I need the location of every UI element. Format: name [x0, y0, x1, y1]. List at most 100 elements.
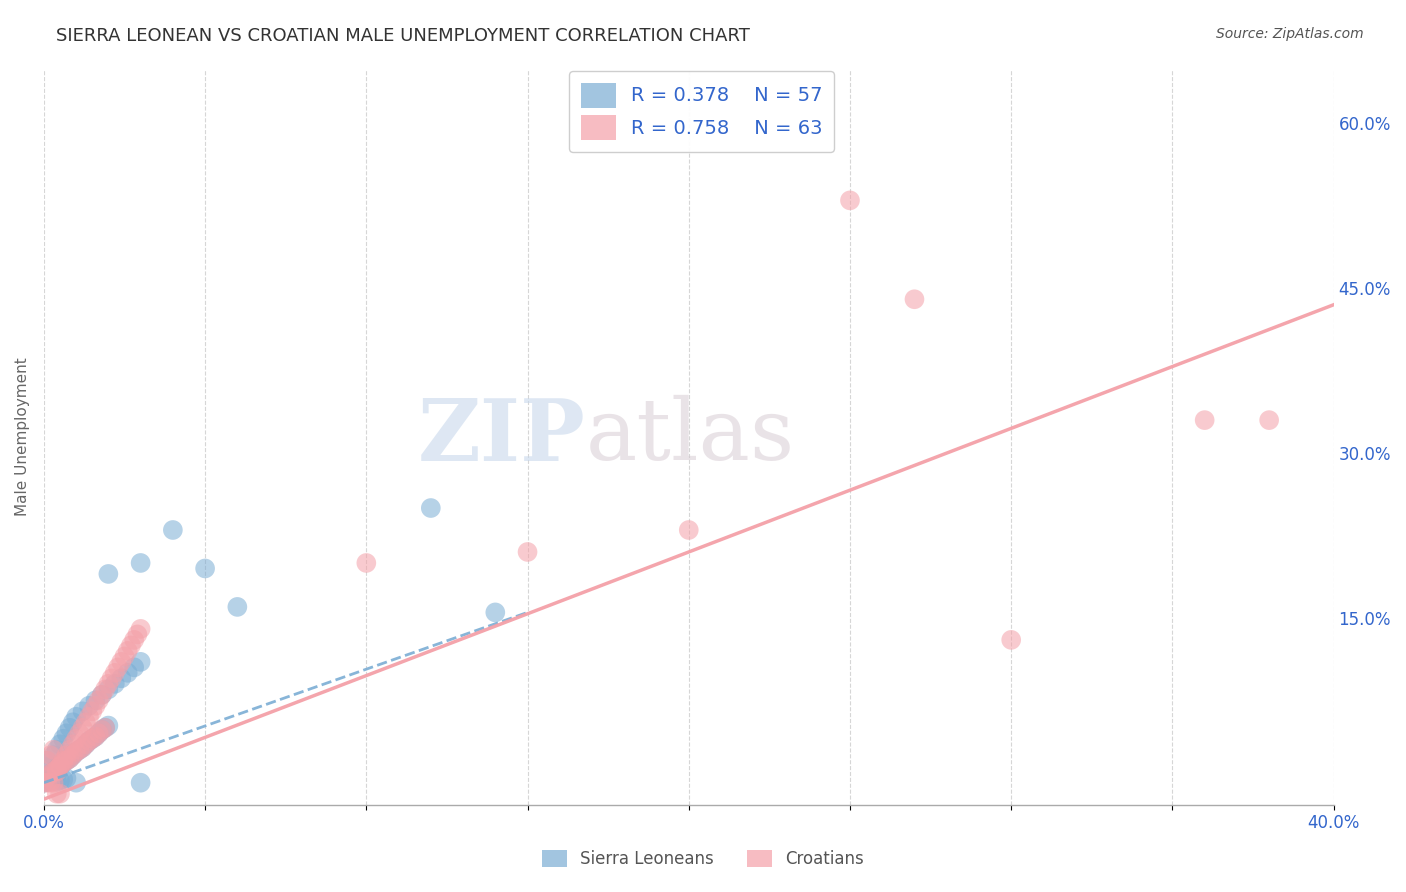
Point	[84, 730, 107, 744]
Point	[84, 693, 107, 707]
Point	[67, 743, 90, 757]
Point	[1000, 632, 1022, 647]
Point	[100, 671, 122, 685]
Point	[82, 731, 104, 746]
Point	[37, 770, 59, 784]
Point	[65, 775, 87, 789]
Point	[45, 763, 67, 777]
Point	[127, 627, 149, 641]
Point	[65, 731, 87, 746]
Point	[59, 751, 82, 765]
Point	[90, 688, 112, 702]
Point	[65, 745, 87, 759]
Point	[94, 721, 117, 735]
Point	[82, 731, 104, 746]
Point	[55, 772, 77, 786]
Point	[97, 677, 120, 691]
Point	[37, 754, 59, 768]
Point	[37, 774, 59, 789]
Point	[55, 726, 77, 740]
Point	[107, 660, 129, 674]
Point	[45, 774, 67, 789]
Point	[49, 737, 72, 751]
Point	[484, 606, 506, 620]
Point	[1258, 413, 1281, 427]
Legend: R = 0.378    N = 57, R = 0.758    N = 63: R = 0.378 N = 57, R = 0.758 N = 63	[569, 70, 834, 152]
Point	[122, 632, 145, 647]
Point	[94, 721, 117, 735]
Point	[87, 693, 110, 707]
Point	[104, 677, 127, 691]
Point	[97, 682, 120, 697]
Point	[110, 655, 132, 669]
Point	[72, 721, 94, 735]
Point	[194, 561, 217, 575]
Point	[65, 745, 87, 759]
Point	[52, 772, 75, 787]
Point	[39, 767, 62, 781]
Point	[90, 723, 112, 737]
Point	[52, 756, 75, 770]
Point	[75, 715, 97, 730]
Point	[129, 655, 152, 669]
Point	[77, 710, 100, 724]
Point	[62, 748, 84, 763]
Point	[104, 665, 127, 680]
Point	[90, 688, 112, 702]
Point	[114, 649, 136, 664]
Point	[72, 704, 94, 718]
Point	[42, 764, 65, 779]
Point	[37, 775, 59, 789]
Point	[226, 599, 249, 614]
Point	[97, 718, 120, 732]
Point	[356, 556, 378, 570]
Point	[516, 545, 538, 559]
Point	[49, 759, 72, 773]
Point	[49, 773, 72, 788]
Point	[75, 737, 97, 751]
Point	[42, 743, 65, 757]
Point	[45, 764, 67, 779]
Point	[39, 767, 62, 781]
Point	[59, 751, 82, 765]
Point	[49, 759, 72, 773]
Point	[59, 721, 82, 735]
Point	[72, 740, 94, 755]
Point	[75, 737, 97, 751]
Text: atlas: atlas	[585, 395, 794, 478]
Point	[37, 754, 59, 768]
Point	[82, 704, 104, 718]
Point	[419, 501, 441, 516]
Point	[77, 698, 100, 713]
Point	[129, 622, 152, 636]
Legend: Sierra Leoneans, Croatians: Sierra Leoneans, Croatians	[536, 843, 870, 875]
Text: SIERRA LEONEAN VS CROATIAN MALE UNEMPLOYMENT CORRELATION CHART: SIERRA LEONEAN VS CROATIAN MALE UNEMPLOY…	[56, 27, 751, 45]
Point	[84, 730, 107, 744]
Point	[55, 754, 77, 768]
Point	[49, 759, 72, 773]
Point	[42, 764, 65, 779]
Point	[52, 756, 75, 770]
Point	[39, 759, 62, 773]
Point	[42, 772, 65, 787]
Point	[72, 740, 94, 755]
Point	[45, 743, 67, 757]
Point	[42, 775, 65, 789]
Point	[162, 523, 184, 537]
Point	[62, 737, 84, 751]
Point	[37, 770, 59, 784]
Point	[45, 787, 67, 801]
Point	[129, 556, 152, 570]
Point	[678, 523, 700, 537]
Point	[62, 748, 84, 763]
Point	[65, 710, 87, 724]
Point	[67, 743, 90, 757]
Point	[39, 748, 62, 763]
Point	[67, 726, 90, 740]
Point	[59, 743, 82, 757]
Point	[839, 194, 862, 208]
Point	[110, 671, 132, 685]
Text: ZIP: ZIP	[418, 394, 585, 479]
Point	[903, 292, 925, 306]
Point	[39, 775, 62, 789]
